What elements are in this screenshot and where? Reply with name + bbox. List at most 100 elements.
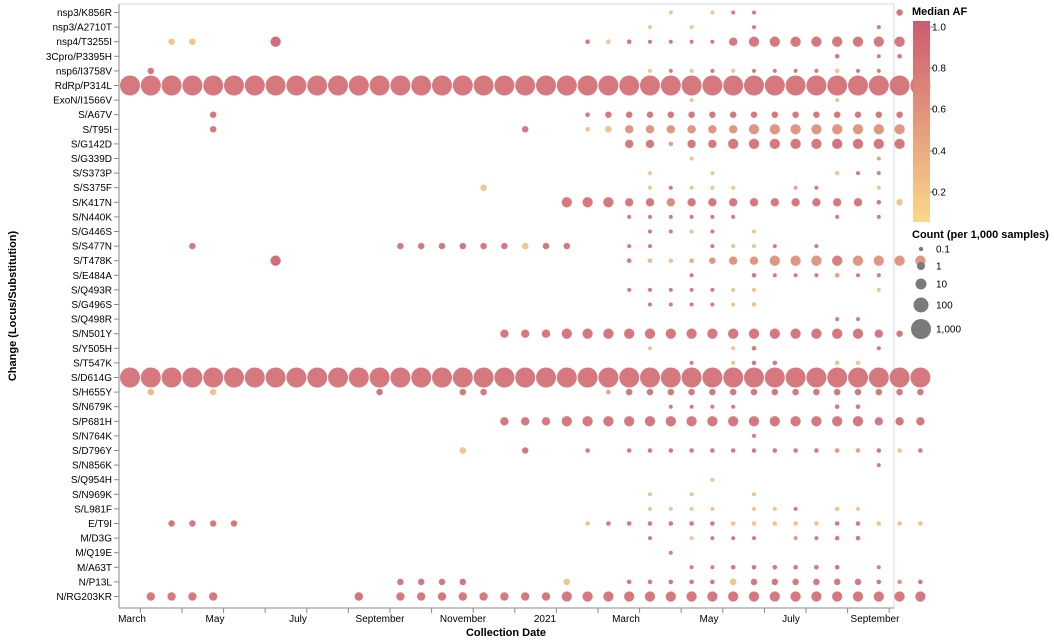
data-point bbox=[752, 10, 756, 15]
y-tick-label: S/T547K bbox=[73, 358, 112, 369]
data-point bbox=[561, 416, 572, 427]
data-point bbox=[603, 416, 614, 427]
data-point bbox=[542, 242, 550, 250]
plot-area bbox=[118, 3, 895, 609]
data-point bbox=[729, 125, 738, 134]
x-tick-label: May bbox=[206, 614, 225, 625]
data-point bbox=[561, 591, 572, 602]
data-point bbox=[541, 592, 551, 601]
data-point bbox=[833, 111, 841, 118]
data-point bbox=[668, 141, 674, 147]
data-point bbox=[585, 448, 590, 453]
data-point bbox=[832, 124, 843, 135]
data-point bbox=[896, 111, 903, 118]
data-point bbox=[209, 388, 217, 396]
data-point bbox=[752, 536, 756, 541]
data-point bbox=[769, 124, 780, 135]
data-point bbox=[897, 579, 902, 585]
data-point bbox=[918, 448, 923, 453]
data-point bbox=[833, 578, 841, 586]
data-point bbox=[627, 214, 632, 219]
data-point bbox=[853, 198, 863, 207]
data-point bbox=[873, 255, 884, 266]
data-point bbox=[603, 591, 614, 602]
data-point bbox=[648, 229, 652, 234]
data-point bbox=[710, 448, 715, 453]
size-legend-symbol bbox=[915, 278, 927, 290]
data-point bbox=[432, 75, 452, 96]
data-point bbox=[752, 433, 756, 438]
data-point bbox=[521, 417, 530, 426]
data-point bbox=[876, 185, 881, 190]
data-point bbox=[645, 125, 655, 134]
data-point bbox=[120, 75, 140, 96]
data-point bbox=[748, 138, 760, 150]
data-point bbox=[709, 257, 716, 264]
data-point bbox=[792, 111, 799, 118]
data-point bbox=[521, 329, 530, 338]
data-point bbox=[876, 68, 881, 73]
data-point bbox=[814, 536, 819, 541]
data-point bbox=[209, 592, 218, 601]
data-point bbox=[918, 521, 923, 526]
data-point bbox=[689, 214, 694, 219]
data-point bbox=[852, 328, 864, 339]
y-tick-label: S/S477N bbox=[72, 242, 112, 253]
y-axis-title: Change (Locus/Substitution) bbox=[7, 231, 19, 382]
data-point bbox=[521, 242, 529, 250]
data-point bbox=[769, 591, 780, 602]
data-point bbox=[452, 367, 473, 388]
data-point bbox=[644, 416, 656, 427]
y-tick-label: S/N856K bbox=[72, 461, 112, 472]
data-point bbox=[494, 367, 515, 388]
data-point bbox=[874, 417, 883, 426]
data-point bbox=[647, 258, 653, 264]
data-point bbox=[752, 244, 756, 249]
data-point bbox=[814, 448, 819, 453]
data-point bbox=[897, 448, 902, 453]
data-point bbox=[772, 360, 778, 366]
data-point bbox=[856, 273, 860, 278]
data-point bbox=[686, 591, 697, 602]
size-legend-label: 1,000 bbox=[936, 325, 961, 336]
data-point bbox=[710, 506, 715, 511]
y-tick-label: S/P681H bbox=[72, 417, 112, 428]
data-point bbox=[354, 592, 363, 601]
data-point bbox=[417, 242, 425, 250]
data-point bbox=[140, 367, 161, 388]
data-point bbox=[834, 53, 840, 59]
size-legend-label: 1 bbox=[936, 262, 942, 273]
y-tick-label: S/Q493R bbox=[71, 285, 112, 296]
data-point bbox=[521, 592, 530, 601]
data-point bbox=[876, 346, 881, 351]
data-point bbox=[689, 25, 694, 30]
color-tick-label: 0.6 bbox=[932, 105, 946, 116]
data-point bbox=[624, 416, 635, 427]
data-point bbox=[647, 579, 653, 585]
data-point bbox=[648, 68, 652, 73]
data-point bbox=[626, 521, 632, 526]
data-point bbox=[790, 138, 801, 150]
data-point bbox=[834, 360, 840, 366]
data-point bbox=[648, 302, 652, 307]
data-point bbox=[876, 25, 881, 30]
x-tick-label: March bbox=[118, 614, 146, 625]
data-point bbox=[731, 346, 736, 351]
data-point bbox=[500, 329, 509, 338]
data-point bbox=[854, 578, 862, 586]
data-point bbox=[625, 139, 634, 149]
data-point bbox=[626, 258, 632, 264]
data-point bbox=[689, 521, 694, 526]
data-point bbox=[875, 388, 883, 396]
y-tick-label: S/S373P bbox=[73, 169, 113, 180]
data-point bbox=[814, 244, 819, 249]
data-point bbox=[764, 367, 785, 388]
color-legend-title: Median AF bbox=[912, 6, 967, 18]
data-point bbox=[209, 126, 217, 133]
color-tick-label: 0.2 bbox=[932, 188, 946, 199]
y-tick-label: S/A67V bbox=[78, 110, 112, 121]
data-point bbox=[751, 272, 757, 278]
data-point bbox=[793, 521, 798, 526]
data-point bbox=[369, 75, 390, 96]
data-point bbox=[668, 302, 673, 307]
